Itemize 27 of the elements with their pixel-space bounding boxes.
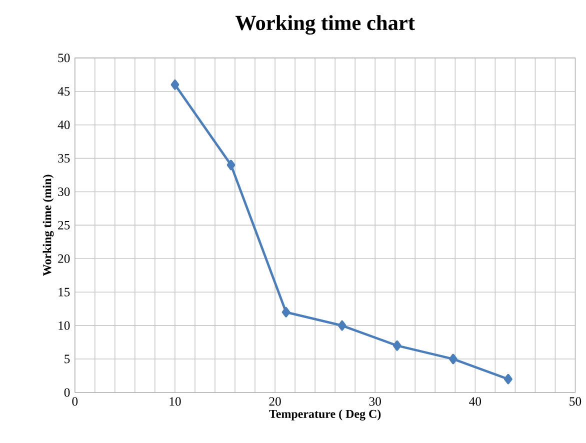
x-tick-label: 10 xyxy=(170,396,181,406)
point xyxy=(282,306,290,318)
point xyxy=(226,160,236,170)
point xyxy=(392,340,402,351)
point xyxy=(338,320,346,331)
x-tick-label: 0 xyxy=(72,396,78,406)
chart-title: Working time chart xyxy=(235,14,415,34)
x-tick-label: 40 xyxy=(469,396,482,406)
y-axis-title: Working time (min) xyxy=(42,174,54,276)
point xyxy=(504,374,512,384)
y-tick-label: 10 xyxy=(58,321,70,330)
x-tick-label: 50 xyxy=(570,396,582,406)
y-tick-label: 0 xyxy=(64,388,70,397)
y-tick-label: 25 xyxy=(58,220,70,230)
y-tick-label: 40 xyxy=(58,120,70,129)
y-tick-label: 20 xyxy=(58,254,70,263)
y-tick-label: 5 xyxy=(64,354,70,364)
point xyxy=(448,354,458,364)
point xyxy=(170,79,180,90)
y-tick-label: 45 xyxy=(58,86,70,96)
y-tick-label: 50 xyxy=(58,53,70,62)
y-tick-label: 15 xyxy=(58,288,70,296)
x-tick-label: 30 xyxy=(369,396,381,406)
y-tick-label: 35 xyxy=(58,154,70,162)
x-tick-label: 20 xyxy=(269,396,281,406)
x-axis-title: Temperature ( Deg C) xyxy=(269,409,381,420)
y-tick-label: 30 xyxy=(58,187,70,196)
